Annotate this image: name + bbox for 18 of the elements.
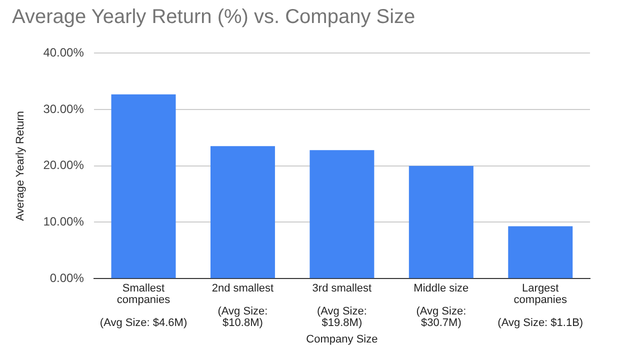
chart-title: Average Yearly Return (%) vs. Company Size (12, 6, 416, 29)
y-axis-title: Average Yearly Return (14, 110, 27, 221)
y-tick-label: 40.00% (43, 46, 84, 60)
y-tick-label: 10.00% (43, 214, 84, 229)
x-tick-label: 2nd smallest (Avg Size: $10.8M) (212, 282, 274, 330)
bar (210, 146, 275, 278)
x-tick-label: Middle size (Avg Size: $30.7M) (414, 282, 469, 330)
y-tick-label: 20.00% (43, 158, 84, 172)
x-tick-label: 3rd smallest (Avg Size: $19.8M) (312, 282, 372, 330)
bar (111, 94, 176, 278)
bar (310, 150, 374, 278)
x-tick-label: Largest companies (Avg Size: $1.1B) (498, 282, 584, 330)
x-tick-label: Smallest companies (Avg Size: $4.6M) (100, 282, 188, 330)
bar (408, 166, 474, 278)
y-tick-label: 30.00% (43, 102, 84, 116)
bar (508, 226, 573, 278)
y-tick-label: 0.00% (50, 270, 84, 285)
x-axis-title: Company Size (306, 333, 378, 346)
